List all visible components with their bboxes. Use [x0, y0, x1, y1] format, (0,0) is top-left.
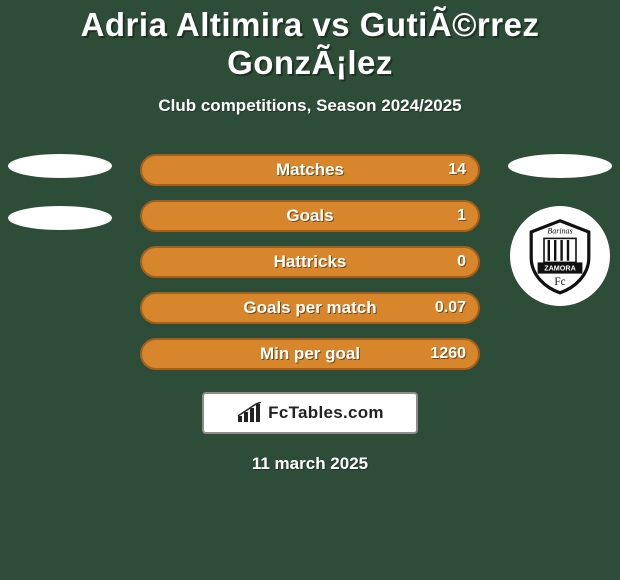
zamora-badge-icon: Barinas ZAMORA Fc	[520, 216, 600, 296]
stat-rows: Matches 14 Goals 1 Hattricks 0 Goals per…	[140, 154, 480, 370]
left-column	[8, 154, 112, 258]
comparison-card: Adria Altimira vs GutiÃ©rrez GonzÃ¡lez C…	[0, 0, 620, 580]
stat-label: Matches	[142, 156, 478, 184]
badge-bottom-text: Fc	[554, 276, 565, 288]
date-text: 11 march 2025	[0, 454, 620, 474]
stat-row: Matches 14	[140, 154, 480, 186]
player-right-silhouette	[508, 154, 612, 178]
stat-value: 1260	[430, 340, 466, 368]
stat-value: 14	[448, 156, 466, 184]
stat-value: 0	[457, 248, 466, 276]
stat-label: Goals per match	[142, 294, 478, 322]
stat-value: 0.07	[435, 294, 466, 322]
bar-chart-icon	[236, 402, 262, 424]
page-title: Adria Altimira vs GutiÃ©rrez GonzÃ¡lez	[0, 0, 620, 82]
stat-row: Min per goal 1260	[140, 338, 480, 370]
badge-mid-text: ZAMORA	[544, 263, 576, 272]
stat-label: Min per goal	[142, 340, 478, 368]
club-right-badge: Barinas ZAMORA Fc	[510, 206, 610, 306]
brand-text: FcTables.com	[268, 403, 384, 423]
stat-label: Hattricks	[142, 248, 478, 276]
stat-row: Hattricks 0	[140, 246, 480, 278]
stat-label: Goals	[142, 202, 478, 230]
player-left-silhouette	[8, 154, 112, 178]
subtitle: Club competitions, Season 2024/2025	[0, 96, 620, 116]
right-column: Barinas ZAMORA Fc	[508, 154, 612, 306]
brand-box: FcTables.com	[202, 392, 418, 434]
middle-section: Barinas ZAMORA Fc Matches 14 Goals	[0, 154, 620, 370]
stat-row: Goals 1	[140, 200, 480, 232]
club-left-placeholder	[8, 206, 112, 230]
stat-value: 1	[457, 202, 466, 230]
badge-top-text: Barinas	[547, 227, 572, 236]
stat-row: Goals per match 0.07	[140, 292, 480, 324]
